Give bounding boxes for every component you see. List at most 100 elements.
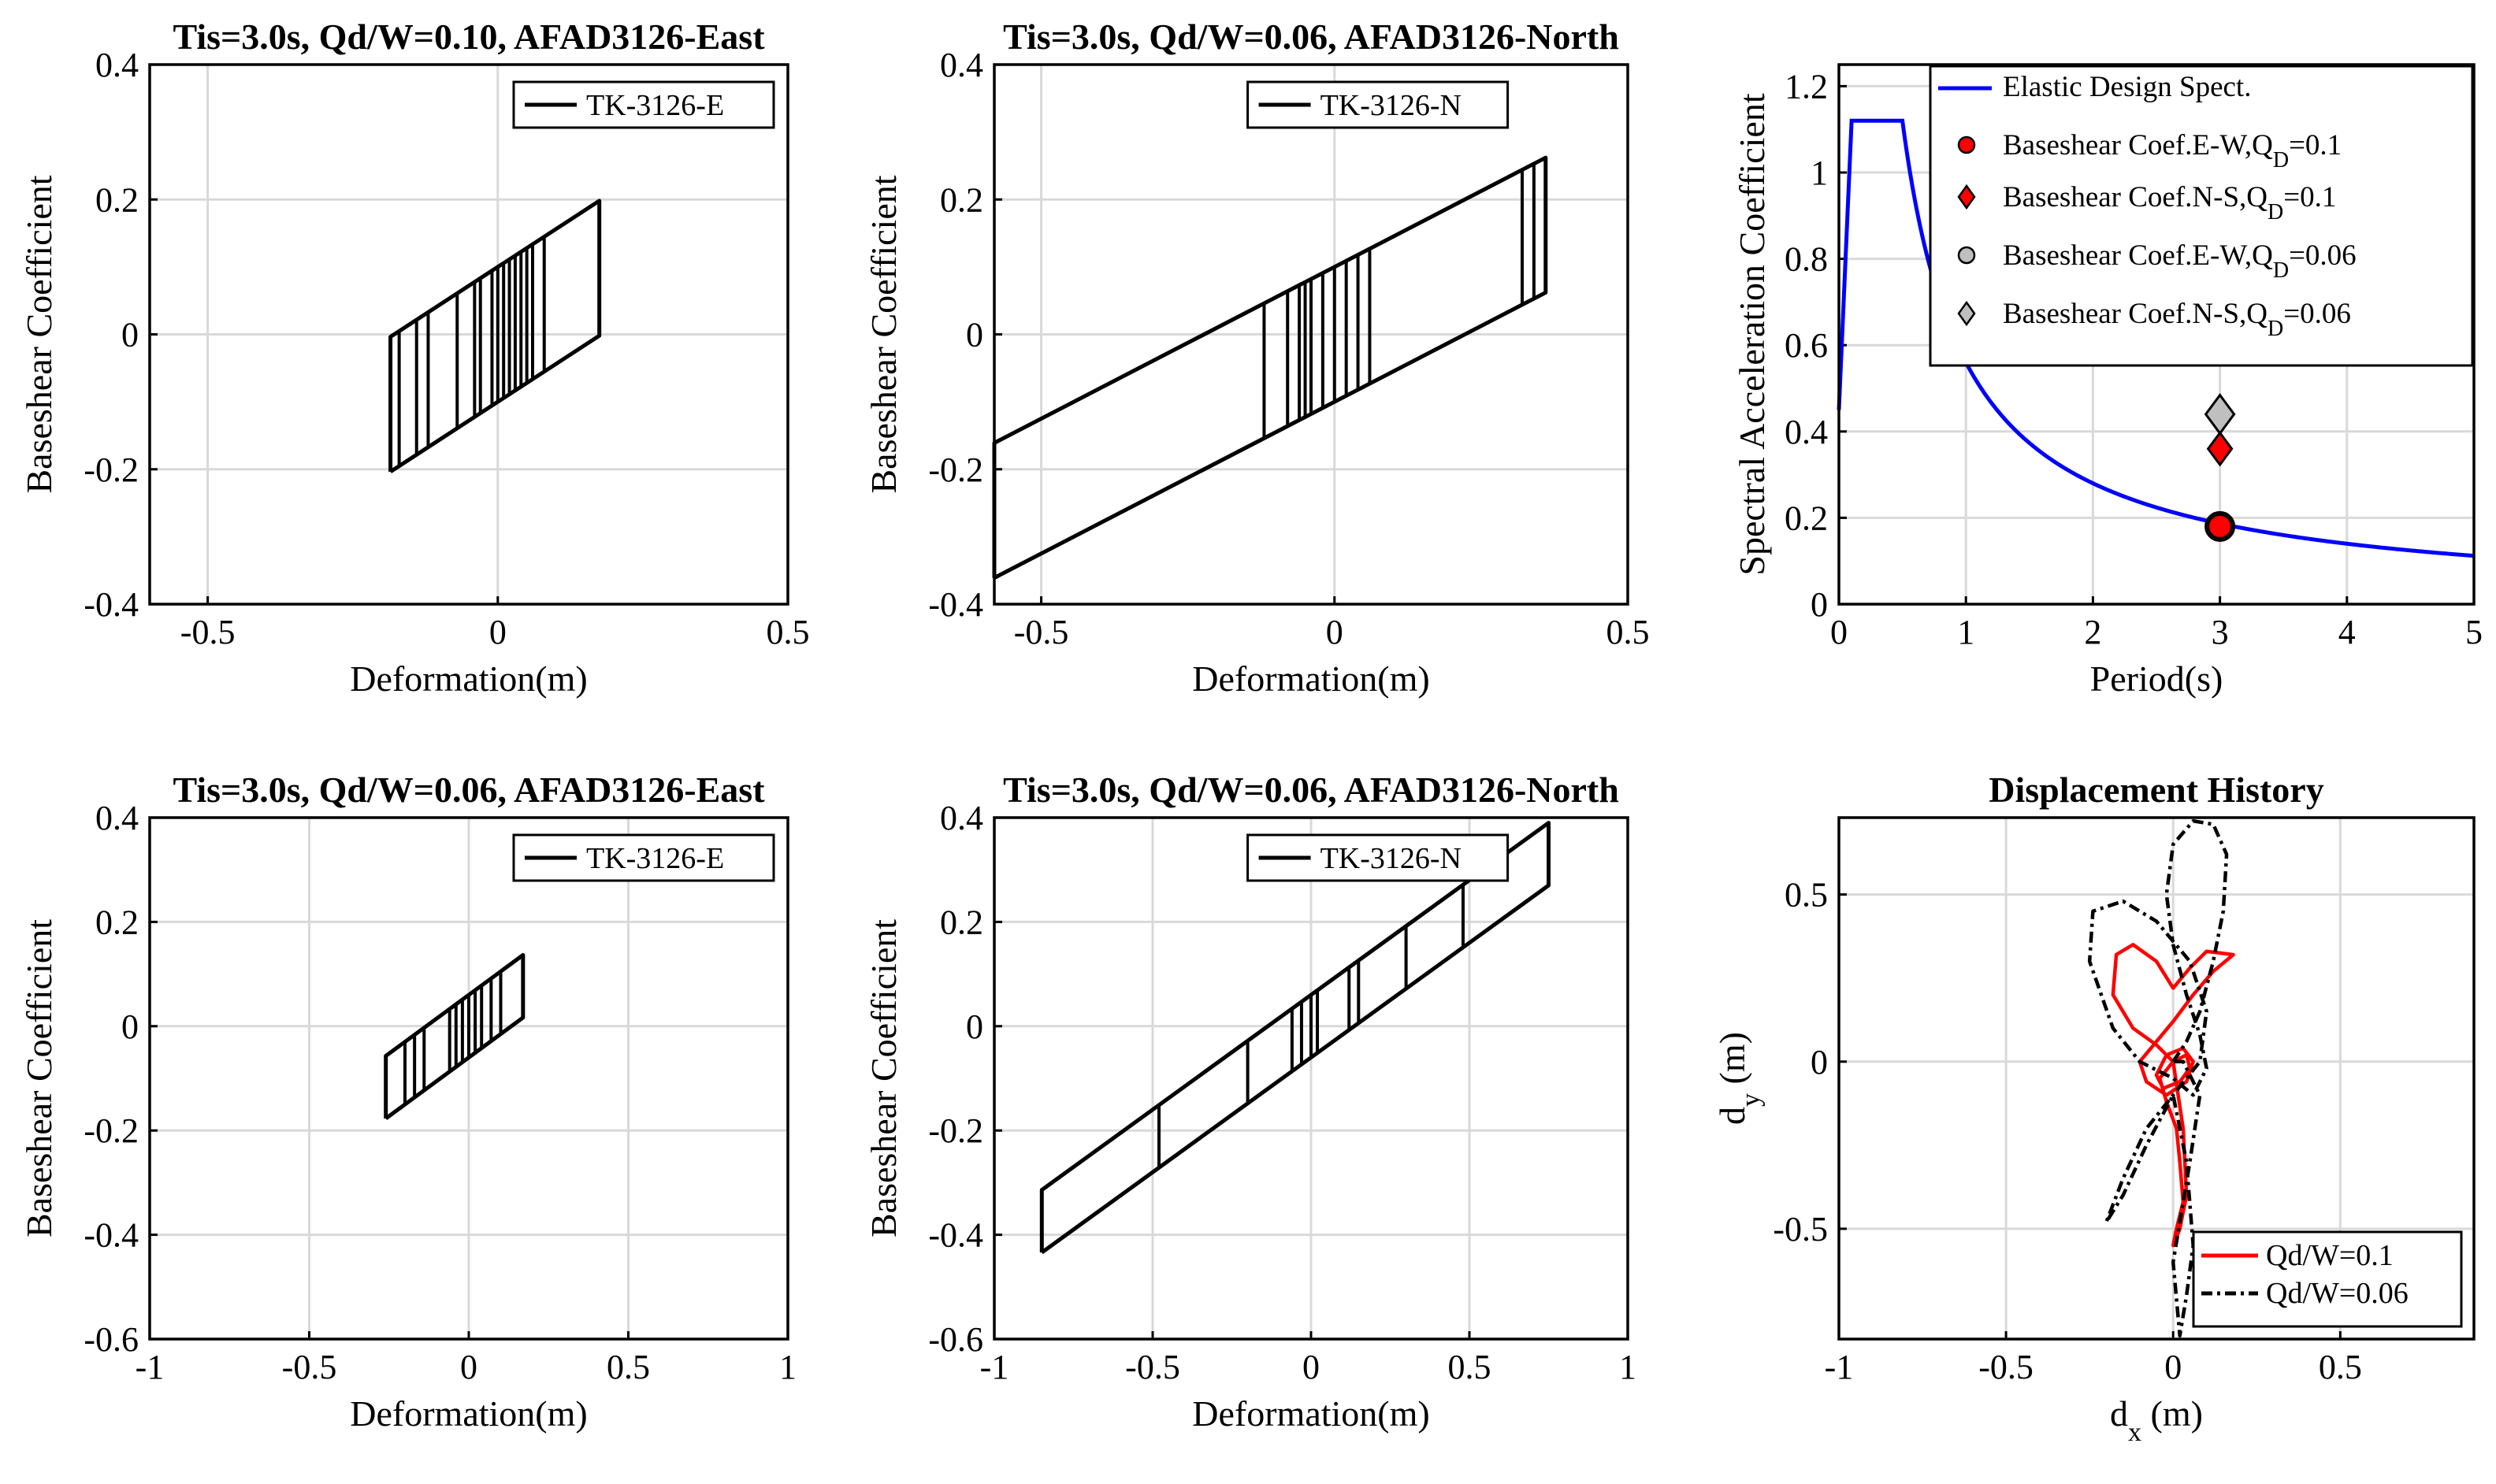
x-axis-label: Period(s): [2090, 659, 2223, 699]
legend-marker: [1957, 246, 1976, 265]
axes-frame: [1837, 816, 2476, 1341]
hysteresis-loop: [388, 198, 602, 473]
panel-hysteresis-north-qd006: -0.5 0 0.5 -0.4 -0.2 0 0.2 0.4 Tis=3.0s, Qd/W=0.…: [864, 17, 1650, 699]
y-tick-label: -0.2: [84, 1111, 139, 1150]
panel-displacement-history: -1 -0.5 0 0.5 -0.5 0 0.5 Displacement History dx…: [1712, 770, 2476, 1447]
y-tick-label: -0.6: [84, 1320, 139, 1359]
y-tick-label: 0: [121, 1007, 139, 1046]
x-tick-label: 0.5: [1606, 613, 1650, 651]
y-tick-label: -0.6: [928, 1320, 983, 1359]
x-axis-label: Deformation(m): [350, 1393, 587, 1434]
y-tick-label: 0.6: [1785, 326, 1828, 365]
y-tick-label: -0.2: [84, 451, 139, 489]
x-tick-label: 3: [2212, 613, 2229, 651]
y-axis-label: Baseshear Coefficient: [19, 919, 59, 1237]
x-tick-label: 0: [1302, 1348, 1320, 1386]
y-tick-label: 0: [966, 1007, 983, 1046]
axes-frame: [1837, 63, 2476, 606]
panel-title: Tis=3.0s, Qd/W=0.06, AFAD3126-North: [1003, 17, 1619, 57]
x-tick-label: 1: [1957, 613, 1974, 651]
legend-label: TK-3126-N: [1320, 842, 1462, 875]
y-tick-label: 1: [1811, 154, 1828, 192]
y-tick-label: 0: [121, 316, 139, 354]
data-point-diamond: [2206, 430, 2234, 467]
x-tick-label: -0.5: [1978, 1348, 2034, 1386]
y-tick-label: -0.4: [84, 1216, 139, 1255]
y-tick-label: -0.4: [928, 585, 983, 624]
legend-label: TK-3126-N: [1320, 89, 1462, 122]
y-tick-label: 1.2: [1785, 67, 1828, 106]
hysteresis-loop: [1039, 821, 1551, 1255]
legend-marker: [1957, 135, 1976, 154]
x-axis-label: Deformation(m): [1192, 1393, 1429, 1434]
x-tick-label: 2: [2084, 613, 2101, 651]
y-axis-label: dy (m): [1712, 1032, 1766, 1125]
x-tick-label: -1: [136, 1348, 165, 1386]
series-line: [2087, 818, 2229, 1338]
legend-box: [2192, 1230, 2463, 1328]
x-tick-label: -0.5: [282, 1348, 337, 1386]
x-tick-label: 1: [1619, 1348, 1636, 1386]
y-tick-label: 0.4: [95, 46, 139, 84]
legend-marker: [1957, 184, 1976, 210]
x-tick-label: 0: [460, 1348, 477, 1386]
y-tick-label: -0.2: [928, 1111, 983, 1150]
hysteresis-loop: [384, 952, 526, 1120]
panel-design-spectrum: 0 1 2 3 4 5 0 0.2 0.4 0.6 0.8 1 1.2 Period(s) Spectral…: [1732, 63, 2483, 699]
x-tick-label: 0.5: [767, 613, 810, 651]
legend-label: Elastic Design Spect.: [2003, 71, 2251, 103]
data-point-circle: [2207, 513, 2234, 540]
y-tick-label: 0.5: [1785, 876, 1828, 915]
x-tick-label: 0.5: [607, 1348, 650, 1386]
series-line: [2111, 943, 2235, 1248]
y-tick-label: 0.8: [1785, 240, 1828, 279]
y-tick-label: 0.2: [1785, 499, 1828, 537]
y-tick-label: 0.4: [95, 799, 139, 837]
x-tick-label: 0: [1830, 613, 1848, 651]
panel-hysteresis-east-qd006: -1 -0.5 0 0.5 1 -0.6 -0.4 -0.2 0 0.2 0.4 Tis=3.0s, …: [19, 770, 797, 1434]
x-tick-label: 1: [779, 1348, 797, 1386]
x-tick-label: 0.5: [1448, 1348, 1491, 1386]
x-tick-label: 0: [489, 613, 507, 651]
x-axis-label: dx (m): [2110, 1393, 2203, 1447]
y-tick-label: -0.4: [84, 585, 139, 624]
panel-title: Tis=3.0s, Qd/W=0.06, AFAD3126-North: [1003, 770, 1619, 810]
y-tick-label: 0.4: [940, 46, 983, 84]
y-tick-label: 0.2: [95, 903, 139, 941]
y-tick-label: 0.2: [940, 180, 983, 219]
series-group: [2087, 818, 2235, 1338]
y-tick-label: -0.2: [928, 451, 983, 489]
axes-frame: [148, 816, 789, 1341]
y-tick-label: 0: [966, 316, 983, 354]
x-tick-label: -1: [1825, 1348, 1854, 1386]
y-axis-label: Baseshear Coefficient: [19, 175, 59, 493]
x-tick-label: -0.5: [1125, 1348, 1180, 1386]
y-tick-label: -0.5: [1773, 1210, 1828, 1248]
axes-frame: [993, 63, 1629, 606]
x-tick-label: 4: [2338, 613, 2356, 651]
x-tick-label: -0.5: [180, 613, 236, 651]
panel-title: Tis=3.0s, Qd/W=0.06, AFAD3126-East: [173, 770, 765, 810]
x-tick-label: 5: [2465, 613, 2483, 651]
x-axis-label: Deformation(m): [1192, 659, 1429, 699]
legend-label: TK-3126-E: [586, 842, 724, 875]
panel-title: Tis=3.0s, Qd/W=0.10, AFAD3126-East: [173, 17, 765, 57]
x-tick-label: 0: [2164, 1348, 2182, 1386]
axes-frame: [148, 63, 789, 606]
y-tick-label: 0.4: [1785, 413, 1828, 451]
axes-frame: [993, 816, 1629, 1341]
panel-hysteresis-east-qd010: -0.5 0 0.5 -0.4 -0.2 0 0.2 0.4 Tis=3.0s, Qd/W=0.…: [19, 17, 810, 699]
x-axis-label: Deformation(m): [350, 659, 587, 699]
legend-label: Qd/W=0.1: [2266, 1239, 2394, 1272]
y-tick-label: 0.2: [940, 903, 983, 941]
x-tick-label: -1: [980, 1348, 1009, 1386]
x-tick-label: 0: [1326, 613, 1343, 651]
x-tick-label: 0.5: [2319, 1348, 2362, 1386]
panel-hysteresis-north-qd006-b: -1 -0.5 0 0.5 1 -0.6 -0.4 -0.2 0 0.2 0.4 Tis=3.0s, …: [864, 770, 1636, 1434]
panel-title: Displacement History: [1989, 770, 2323, 810]
y-axis-label: Baseshear Coefficient: [864, 175, 904, 493]
legend-marker: [1957, 300, 1976, 327]
y-tick-label: 0: [1811, 585, 1828, 624]
y-tick-label: 0.2: [95, 180, 139, 219]
